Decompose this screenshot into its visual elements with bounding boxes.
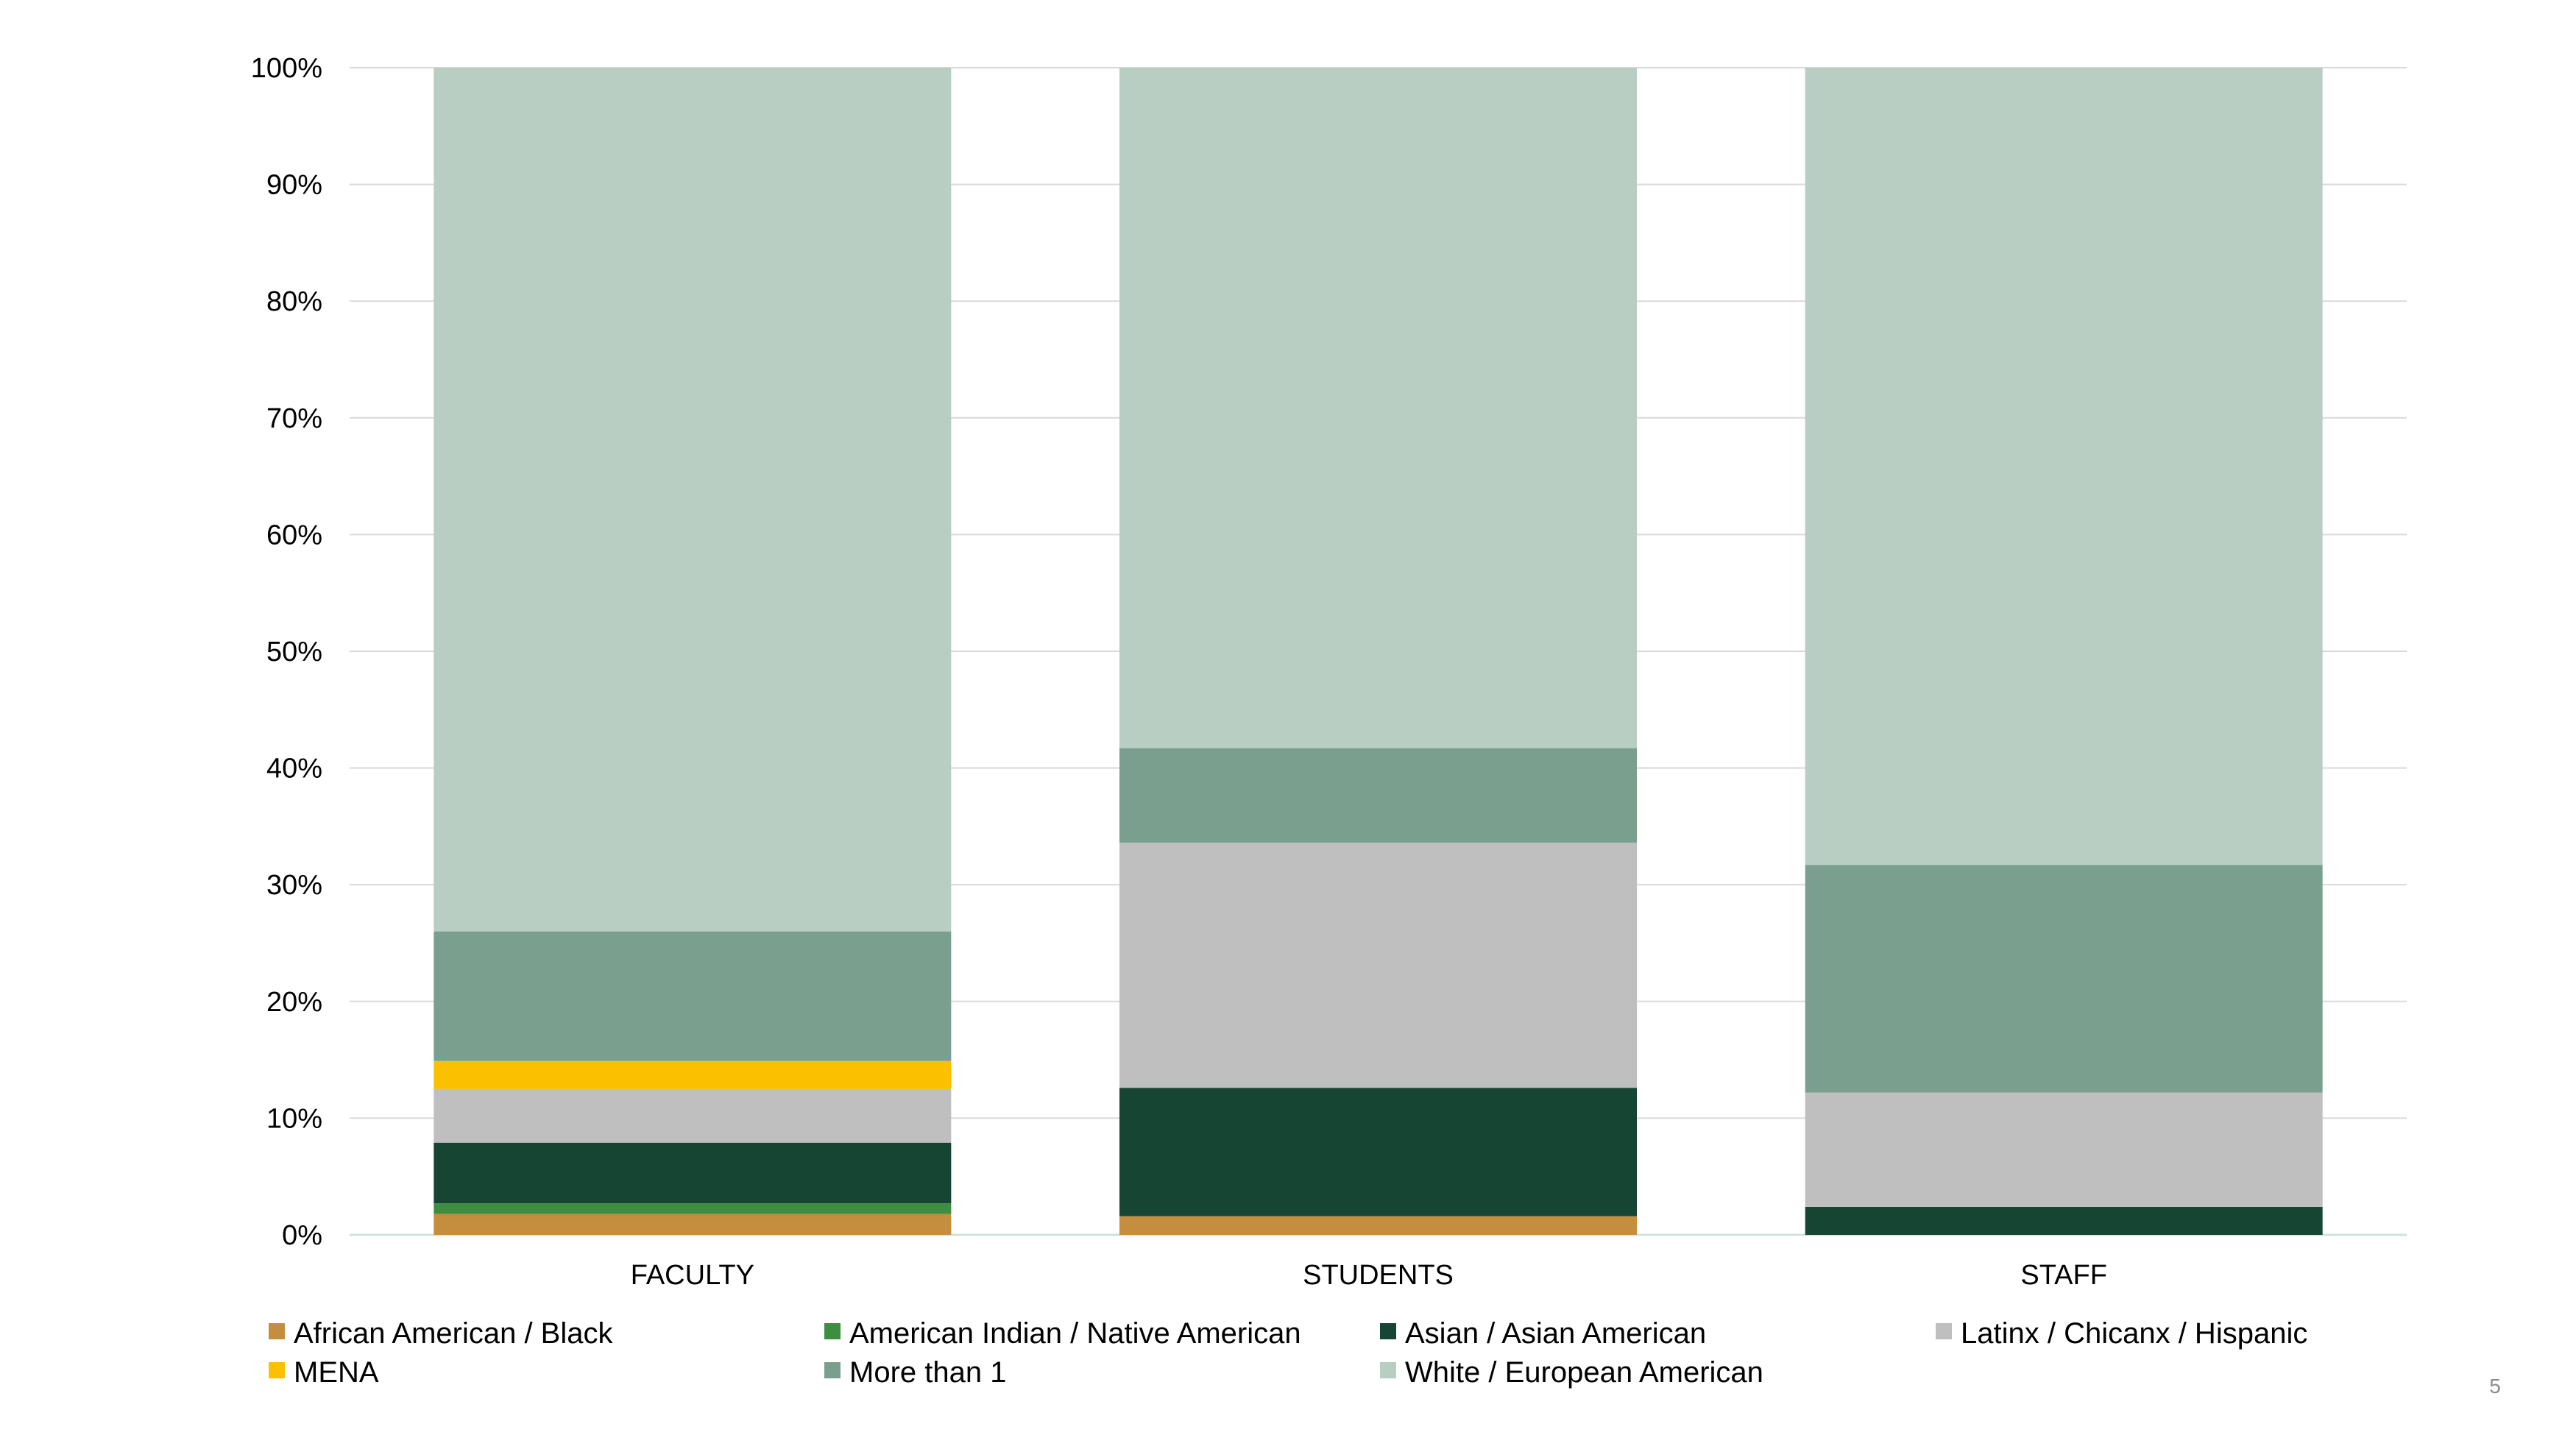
legend-label: African American / Black [294, 1317, 613, 1350]
bars [434, 68, 2323, 1235]
legend-item: MENA [269, 1356, 379, 1389]
page-number: 5 [2489, 1375, 2501, 1397]
y-tick-label: 60% [266, 520, 322, 550]
x-category-label: FACULTY [631, 1260, 754, 1291]
y-tick-label: 100% [251, 53, 322, 84]
legend-item: Latinx / Chicanx / Hispanic [1936, 1317, 2307, 1350]
legend-item: White / European American [1380, 1356, 1763, 1389]
bar-segment [434, 931, 952, 1061]
bar-segment [1119, 68, 1637, 748]
legend-swatch [269, 1362, 285, 1378]
legend-label: Latinx / Chicanx / Hispanic [1961, 1317, 2307, 1350]
x-category-label: STUDENTS [1303, 1260, 1454, 1291]
legend-label: American Indian / Native American [849, 1317, 1301, 1350]
legend-swatch [1936, 1323, 1952, 1339]
legend-label: MENA [294, 1356, 379, 1389]
bar-segment [1119, 1216, 1637, 1235]
y-tick-label: 0% [282, 1220, 322, 1251]
x-category-label: STAFF [2020, 1260, 2107, 1291]
legend-swatch [1380, 1362, 1396, 1378]
legend-swatch [269, 1323, 285, 1339]
y-tick-label: 90% [266, 170, 322, 201]
y-tick-label: 20% [266, 987, 322, 1018]
legend-item: More than 1 [824, 1356, 1006, 1389]
bar-segment [434, 68, 952, 932]
legend-label: White / European American [1405, 1356, 1763, 1389]
y-tick-label: 40% [266, 754, 322, 784]
bar-segment [434, 1203, 952, 1214]
legend: African American / Black American Indian … [269, 1317, 2307, 1389]
bar-segment [1805, 68, 2323, 865]
bar-segment [434, 1060, 952, 1089]
legend-swatch [1380, 1323, 1396, 1339]
legend-label: More than 1 [849, 1356, 1006, 1389]
bar-segment [434, 1142, 952, 1204]
y-tick-label: 50% [266, 637, 322, 667]
bar-segment [1119, 843, 1637, 1088]
y-tick-label: 10% [266, 1103, 322, 1134]
legend-swatch [824, 1362, 841, 1378]
bar-segment [434, 1214, 952, 1235]
bar-segment [434, 1088, 952, 1143]
bar-segment [1805, 1206, 2323, 1235]
bar-segment [1119, 1088, 1637, 1216]
bar-segment [1805, 865, 2323, 1093]
legend-item: American Indian / Native American [824, 1317, 1301, 1350]
y-tick-label: 30% [266, 870, 322, 901]
legend-label: Asian / Asian American [1405, 1317, 1706, 1350]
y-tick-label: 80% [266, 286, 322, 317]
axis-labels: 0% 10% 20% 30% 40% 50% 60% 70% 80% 90% 100% FACULTY… [251, 53, 2107, 1291]
legend-item: African American / Black [269, 1317, 613, 1350]
bar-segment [1119, 748, 1637, 843]
y-tick-label: 70% [266, 403, 322, 434]
legend-swatch [824, 1323, 841, 1339]
bar-segment [1805, 1092, 2323, 1207]
legend-item: Asian / Asian American [1380, 1317, 1706, 1350]
